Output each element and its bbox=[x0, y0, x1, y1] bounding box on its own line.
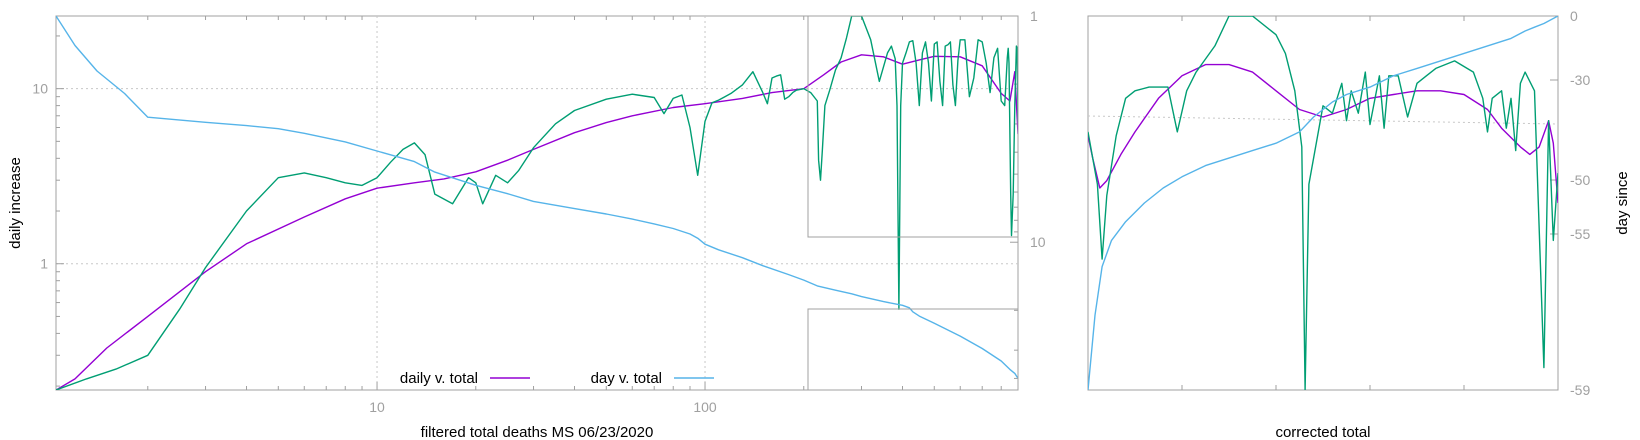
corrected-y2-tick-label: 0 bbox=[1570, 8, 1578, 24]
y-axis-label: daily increase bbox=[7, 157, 24, 249]
corrected-series-line-1 bbox=[1088, 16, 1558, 390]
corrected-y2-tick-label: -55 bbox=[1570, 226, 1590, 242]
inset-box-upper bbox=[807, 15, 1019, 238]
x-tick-label: 10 bbox=[369, 399, 385, 415]
corrected-grid bbox=[1087, 115, 1559, 125]
corrected-plot-frame bbox=[1087, 15, 1559, 391]
y-tick-label: 1 bbox=[40, 256, 48, 272]
x-axis-label: filtered total deaths MS 06/23/2020 bbox=[421, 424, 654, 440]
legend: daily v. total day v. total bbox=[400, 370, 714, 387]
y-tick-label: 10 bbox=[32, 81, 48, 97]
main-panel: 10 100 1 10 1 10 filtered total deaths MS 06/… bbox=[7, 8, 1046, 440]
legend-label-daily: daily v. total bbox=[400, 370, 478, 387]
inset-box-lower bbox=[807, 308, 1019, 391]
main-ticks: 10 100 1 10 1 10 bbox=[32, 8, 1045, 415]
corrected-x-axis-label: corrected total bbox=[1275, 424, 1370, 440]
corrected-series-line-0 bbox=[1088, 63, 1558, 204]
y2-tick-label: 1 bbox=[1030, 8, 1038, 24]
corrected-y2-tick-label: -50 bbox=[1570, 172, 1590, 188]
corrected-series-line-2 bbox=[1088, 16, 1558, 390]
corrected-grid-line bbox=[1087, 115, 1559, 125]
corrected-series bbox=[1088, 16, 1558, 390]
y2-tick-label: 10 bbox=[1030, 234, 1046, 250]
main-series bbox=[56, 16, 1018, 390]
corrected-ticks: 0 -30 -50 -55 -59 bbox=[1181, 8, 1590, 398]
series-line-0 bbox=[56, 54, 1018, 390]
corrected-y2-tick-label: -30 bbox=[1570, 72, 1590, 88]
corrected-panel: 0 -30 -50 -55 -59 corrected total day since bbox=[1087, 8, 1631, 440]
main-grid bbox=[56, 16, 1018, 390]
series-line-1 bbox=[56, 16, 1018, 390]
series-line-2 bbox=[56, 16, 1018, 379]
main-plot-frame bbox=[55, 15, 1019, 391]
x-tick-label: 100 bbox=[693, 399, 717, 415]
corrected-y2-tick-label: -59 bbox=[1570, 382, 1590, 398]
legend-label-day: day v. total bbox=[591, 370, 662, 387]
corrected-y2-axis-label: day since bbox=[1614, 171, 1631, 234]
